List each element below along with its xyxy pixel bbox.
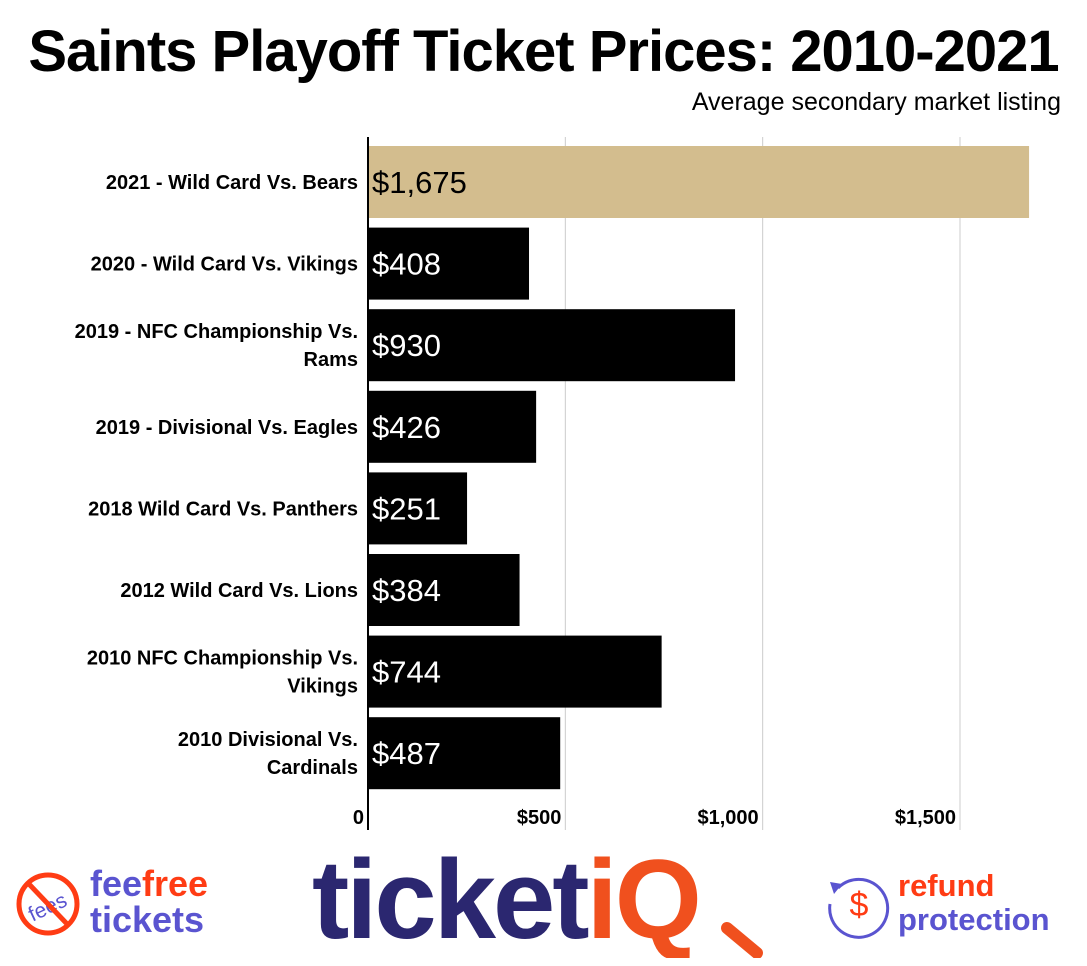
x-tick-label: $1,000 [697,807,758,829]
x-tick-label: 0 [353,807,364,829]
data-label: $408 [372,247,441,282]
category-label: 2012 Wild Card Vs. Lions [120,580,358,602]
feefree-tickets-logo: fees feefree tickets [14,860,254,940]
svg-text:feefree: feefree [90,863,208,904]
chart-title: Saints Playoff Ticket Prices: 2010-2021 [28,19,1059,84]
bar-chart: 0 $500 $1,000 $1,500 $1,675 2021 - Wild Card … [75,137,1030,830]
category-label: 2019 - Divisional Vs. Eagles [96,417,358,439]
data-label: $1,675 [372,165,467,200]
category-label: 2019 - NFC Championship Vs. Rams [75,321,358,371]
x-tick-label: $1,500 [895,807,956,829]
category-label: 2018 Wild Card Vs. Panthers [88,498,358,520]
bar [368,146,1030,218]
no-fees-icon: fees feefree tickets [16,863,208,940]
x-tick-label: $500 [517,807,562,829]
category-label: 2020 - Wild Card Vs. Vikings [91,254,358,276]
data-label: $251 [372,491,441,526]
logo-fee: fee [90,863,142,904]
magnifier-handle-icon [721,922,763,959]
bar [368,554,520,626]
logo-free: free [142,863,208,904]
category-label: 2010 Divisional Vs. Cardinals [178,729,358,779]
data-label: $744 [372,655,441,690]
bar [368,472,468,545]
data-label: $930 [372,328,441,363]
logo-iq: iQ [587,848,699,958]
chart-subtitle: Average secondary market listing [691,88,1061,116]
bar [368,717,561,790]
logo-refund: refund [898,868,994,903]
bar [368,309,736,382]
logo-ticket: ticket [312,848,588,958]
category-label: 2010 NFC Championship Vs. Vikings [87,648,358,698]
refund-protection-logo: $ refund protection [822,862,1082,942]
logo-protection: protection [898,902,1050,937]
logo-tickets: tickets [90,899,204,940]
category-label: 2021 - Wild Card Vs. Bears [106,172,358,194]
refund-arrow-icon [828,877,890,939]
data-label: $487 [372,736,441,771]
bar [368,227,530,300]
bar [368,390,537,463]
dollar-icon: $ [850,886,869,924]
data-label: $384 [372,573,441,608]
svg-text:ticketiQ: ticketiQ [312,848,699,958]
data-label: $426 [372,410,441,445]
bar [368,635,662,708]
ticketiq-logo: ticketiQ [312,837,782,962]
